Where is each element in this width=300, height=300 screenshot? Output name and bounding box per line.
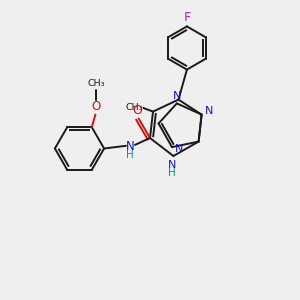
Text: N: N <box>173 91 181 101</box>
Text: H: H <box>126 150 134 161</box>
Text: N: N <box>174 144 183 154</box>
Text: CH₃: CH₃ <box>126 103 143 112</box>
Text: N: N <box>125 140 134 153</box>
Text: N: N <box>168 160 176 170</box>
Text: O: O <box>132 103 142 117</box>
Text: CH₃: CH₃ <box>88 80 105 88</box>
Text: F: F <box>183 11 190 24</box>
Text: O: O <box>92 100 101 113</box>
Text: H: H <box>168 168 176 178</box>
Text: N: N <box>205 106 213 116</box>
